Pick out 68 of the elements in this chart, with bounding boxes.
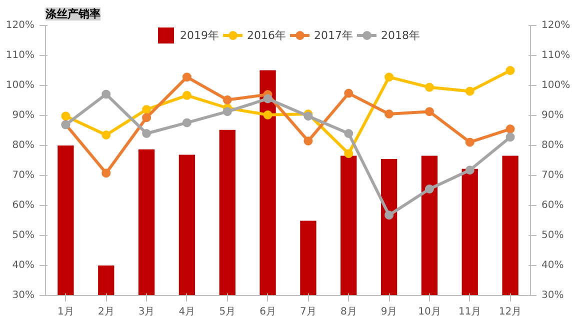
point	[506, 66, 515, 75]
y2-tick-label: 40%	[542, 260, 564, 271]
point	[142, 129, 152, 138]
point	[182, 118, 192, 128]
x-tick-label: 1月	[58, 306, 74, 318]
y2-tick-label: 80%	[542, 140, 564, 151]
y2-tick-label: 110%	[542, 50, 570, 61]
x-tick-label: 2月	[98, 306, 114, 318]
legend-label: 2018年	[381, 28, 420, 42]
x-tick-label: 10月	[418, 306, 441, 318]
point	[142, 105, 152, 114]
x-tick-label: 4月	[178, 306, 196, 318]
point	[465, 138, 474, 147]
y2-tick-label: 50%	[542, 230, 564, 241]
point	[102, 130, 111, 140]
chart-title: 涤丝产销率	[44, 8, 100, 20]
x-tick-label: 3月	[138, 306, 155, 318]
x-tick-label: 5月	[219, 306, 236, 318]
legend-label: 2019年	[180, 28, 219, 42]
point	[304, 112, 313, 121]
point	[182, 90, 192, 100]
point	[222, 107, 232, 116]
x-tick-label: 11月	[458, 306, 482, 318]
point	[263, 94, 272, 104]
point	[506, 124, 515, 134]
y-tick-label: 80%	[12, 140, 35, 151]
point	[102, 90, 111, 99]
y2-tick-label: 120%	[542, 20, 570, 31]
y-tick-label: 60%	[12, 200, 35, 211]
y2-tick-label: 30%	[542, 290, 564, 301]
y2-tick-label: 100%	[542, 80, 570, 91]
point	[344, 129, 354, 138]
x-tick-label: 7月	[300, 306, 316, 318]
y-tick-label: 110%	[6, 50, 35, 61]
y-tick-label: 30%	[12, 290, 35, 301]
y-tick-label: 40%	[12, 260, 35, 271]
y-tick-label: 120%	[6, 20, 35, 31]
y2-tick-label: 60%	[542, 200, 564, 211]
legend-label: 2016年	[247, 28, 286, 42]
x-tick-label: 6月	[260, 306, 276, 318]
point	[424, 107, 434, 116]
legend-label: 2017年	[314, 28, 353, 42]
y2-tick-label: 70%	[542, 170, 564, 181]
point	[506, 132, 515, 142]
y-tick-label: 90%	[12, 110, 35, 121]
x-tick-label: 12月	[498, 306, 522, 318]
x-tick-label: 8月	[340, 306, 357, 318]
y2-tick-label: 90%	[542, 110, 564, 121]
point	[263, 110, 272, 120]
y-tick-label: 70%	[12, 170, 35, 181]
x-tick-label: 9月	[380, 306, 398, 318]
point	[344, 88, 354, 98]
point	[182, 72, 192, 82]
point	[102, 168, 111, 178]
point	[384, 72, 394, 82]
point	[142, 113, 152, 122]
point	[384, 210, 394, 220]
point	[384, 110, 394, 118]
point	[61, 112, 70, 121]
point	[424, 82, 434, 92]
y-tick-label: 100%	[6, 80, 35, 91]
point	[344, 149, 354, 158]
point	[222, 95, 232, 104]
point	[465, 166, 474, 175]
point	[465, 86, 474, 96]
point	[424, 184, 434, 194]
y-tick-label: 50%	[12, 230, 35, 241]
point	[304, 136, 313, 146]
